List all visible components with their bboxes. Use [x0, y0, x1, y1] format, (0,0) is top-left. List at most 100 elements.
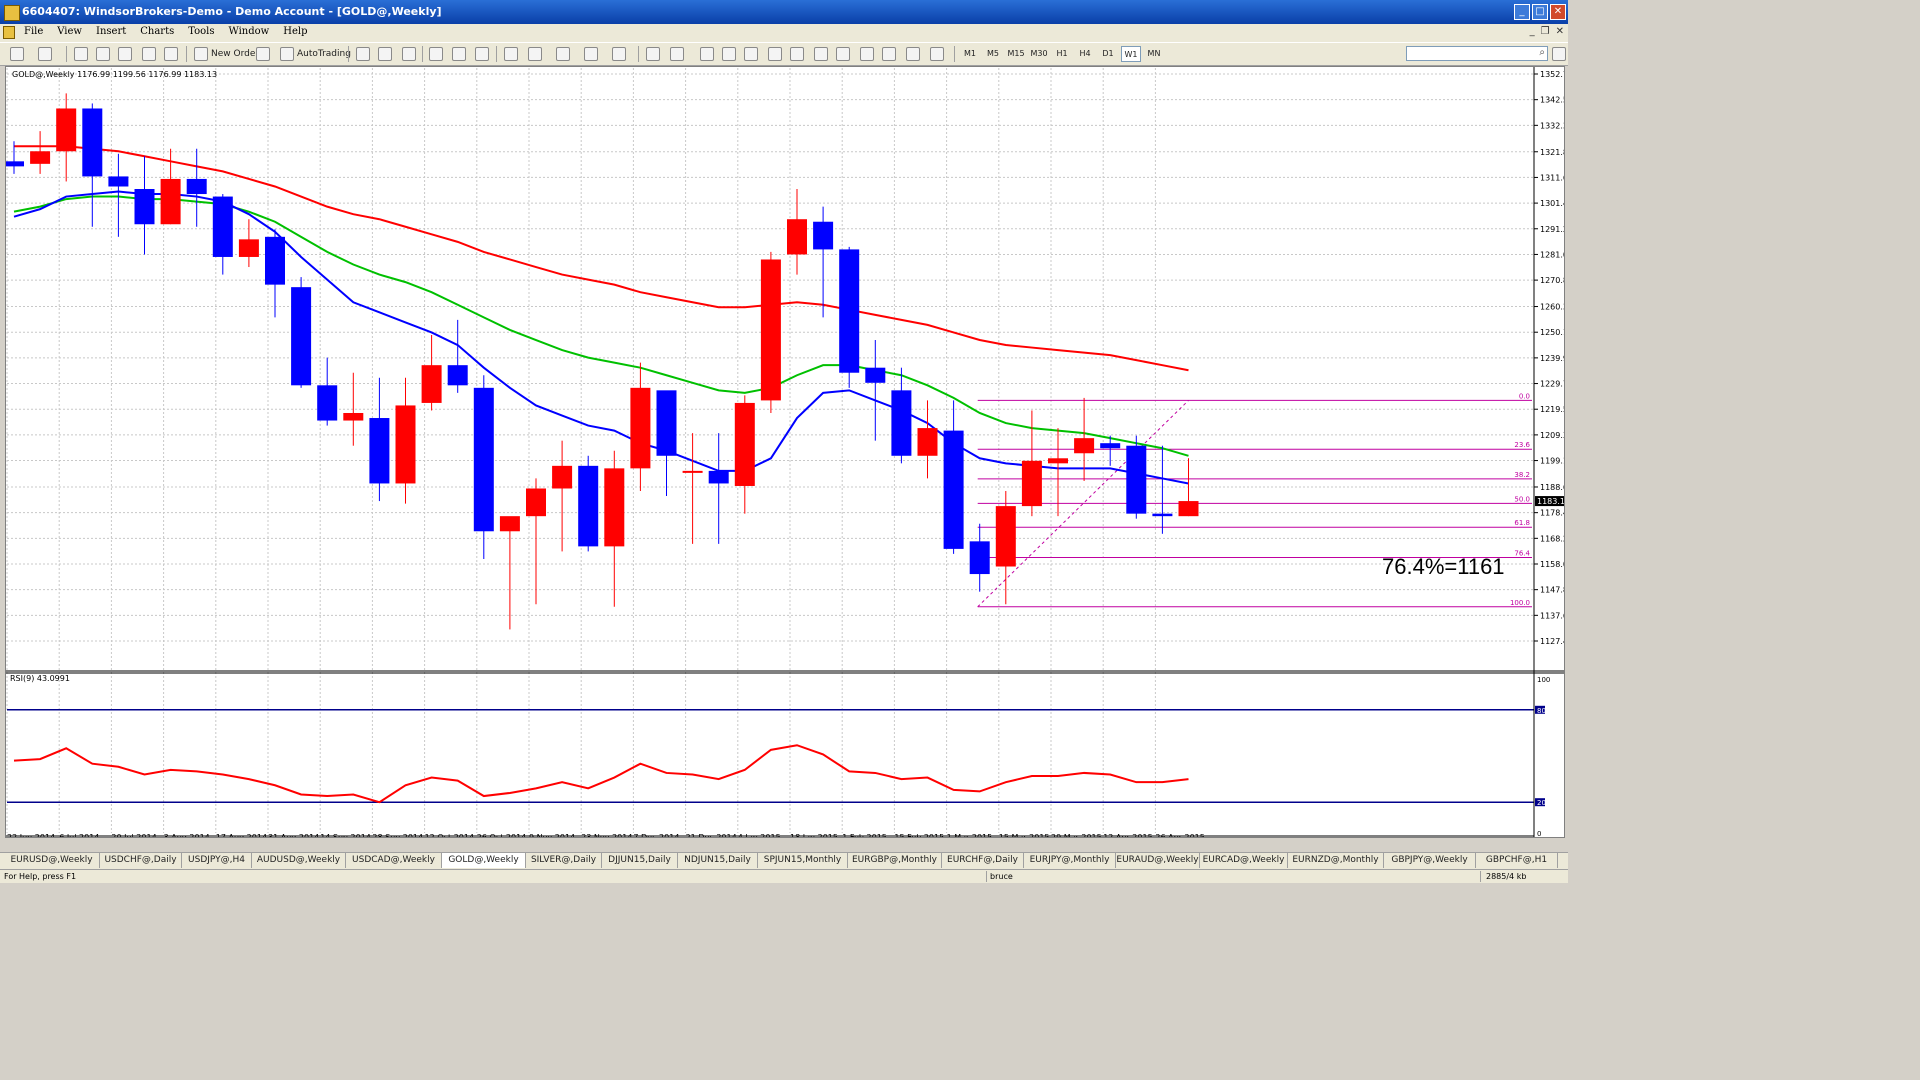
- menu-tools[interactable]: Tools: [188, 26, 215, 37]
- search-input[interactable]: ⌕: [1406, 46, 1548, 61]
- chart-window-icon[interactable]: [3, 26, 15, 39]
- child-minimize-button[interactable]: _: [1529, 26, 1535, 37]
- symbol-tab[interactable]: USDCAD@,Weekly: [346, 853, 442, 868]
- candle-body: [839, 249, 860, 373]
- text-label-icon[interactable]: [836, 47, 850, 61]
- symbol-tab[interactable]: EURCHF@,Daily: [942, 853, 1024, 868]
- candle-body: [813, 221, 834, 250]
- close-button[interactable]: ✕: [1550, 4, 1566, 20]
- menu-help[interactable]: Help: [283, 26, 308, 37]
- tile-windows-icon[interactable]: [475, 47, 489, 61]
- candle-body: [656, 390, 677, 456]
- y-axis-label: 1281.00: [1540, 250, 1564, 259]
- timeframe-m30[interactable]: M30: [1030, 49, 1048, 58]
- autoscroll-icon[interactable]: [528, 47, 542, 61]
- y-axis-label: 1199.10: [1540, 457, 1564, 466]
- timeframe-d1[interactable]: D1: [1102, 49, 1114, 58]
- symbol-tab[interactable]: AUDUSD@,Weekly: [252, 853, 346, 868]
- x-axis-label: 23 Nov 2014: [581, 833, 632, 837]
- chart-window[interactable]: 0.0 23.6 38.2 50.0 61.8 76.4 100.0 100 80 20 0 13…: [5, 66, 1565, 838]
- timeframe-m1[interactable]: M1: [964, 49, 976, 58]
- symbol-tab[interactable]: EURNZD@,Monthly: [1288, 853, 1384, 868]
- symbol-tab[interactable]: GOLD@,Weekly: [442, 853, 526, 868]
- indicators-icon[interactable]: [556, 47, 570, 61]
- candlestick-icon[interactable]: [378, 47, 392, 61]
- menu-window[interactable]: Window: [228, 26, 270, 37]
- timeframe-h1[interactable]: H1: [1056, 49, 1068, 58]
- bar-chart-icon[interactable]: [356, 47, 370, 61]
- crosshair-icon[interactable]: [670, 47, 684, 61]
- zoom-in-icon[interactable]: [429, 47, 443, 61]
- candle-body: [108, 176, 129, 187]
- symbol-tab[interactable]: SPJUN15,Monthly: [758, 853, 848, 868]
- navigator-icon[interactable]: [118, 47, 132, 61]
- equidistant-channel-icon[interactable]: [768, 47, 782, 61]
- symbol-tab[interactable]: EURUSD@,Weekly: [4, 853, 100, 868]
- menu-file[interactable]: File: [24, 26, 44, 37]
- community-icon[interactable]: [1552, 47, 1566, 61]
- symbol-tab[interactable]: USDCHF@,Daily: [100, 853, 182, 868]
- x-axis-label: 22 Jun 2014: [7, 833, 55, 837]
- symbol-tab[interactable]: GBPJPY@,Weekly: [1384, 853, 1476, 868]
- new-order-icon[interactable]: [194, 47, 208, 61]
- new-order-button[interactable]: New Order: [211, 49, 260, 59]
- y-axis-label: 1250.10: [1540, 328, 1564, 337]
- symbol-tab[interactable]: EURCAD@,Weekly: [1200, 853, 1288, 868]
- candle-body: [526, 488, 546, 517]
- periods-icon[interactable]: [584, 47, 598, 61]
- price-chart[interactable]: 0.0 23.6 38.2 50.0 61.8 76.4 100.0 100 80 20 0 13…: [6, 67, 1564, 837]
- timeframe-mn[interactable]: MN: [1147, 49, 1161, 58]
- trendline-icon[interactable]: [744, 47, 758, 61]
- zoom-out-icon[interactable]: [452, 47, 466, 61]
- timeframe-w1[interactable]: W1: [1121, 46, 1141, 62]
- timeframe-h4[interactable]: H4: [1079, 49, 1091, 58]
- y-axis-label: 1332.30: [1540, 121, 1564, 130]
- child-restore-button[interactable]: ❐: [1540, 26, 1550, 37]
- child-close-button[interactable]: ✕: [1555, 26, 1564, 37]
- maximize-button[interactable]: □: [1532, 4, 1548, 20]
- autotrading-icon[interactable]: [280, 47, 294, 61]
- vertical-line-icon[interactable]: [700, 47, 714, 61]
- fib-annotation: 76.4%=1161: [1382, 554, 1505, 579]
- horizontal-line-icon[interactable]: [722, 47, 736, 61]
- arrows-icon[interactable]: [930, 47, 944, 61]
- menu-view[interactable]: View: [57, 26, 82, 37]
- autotrading-button[interactable]: AutoTrading: [297, 49, 351, 59]
- menu-insert[interactable]: Insert: [96, 26, 127, 37]
- text-icon[interactable]: [814, 47, 828, 61]
- chart-shift-icon[interactable]: [504, 47, 518, 61]
- y-axis-label: 1178.40: [1540, 509, 1564, 518]
- market-watch-icon[interactable]: [74, 47, 88, 61]
- symbol-tab[interactable]: USDJPY@,H4: [182, 853, 252, 868]
- symbol-tab[interactable]: NDJUN15,Daily: [678, 853, 758, 868]
- search-icon[interactable]: ⌕: [1539, 47, 1545, 58]
- new-chart-icon[interactable]: [10, 47, 24, 61]
- profiles-icon[interactable]: [38, 47, 52, 61]
- symbol-tab[interactable]: EURGBP@,Monthly: [848, 853, 942, 868]
- symbol-tab[interactable]: SILVER@,Daily: [526, 853, 602, 868]
- status-help: For Help, press F1: [4, 872, 77, 881]
- gann-icon[interactable]: [860, 47, 874, 61]
- terminal-icon[interactable]: [142, 47, 156, 61]
- x-axis-label: 20 Jul 2014: [111, 833, 156, 837]
- fib-retracement-icon[interactable]: [906, 47, 920, 61]
- fib-level-label: 23.6: [1514, 441, 1530, 449]
- cursor-icon[interactable]: [646, 47, 660, 61]
- rsi-axis-label: 0: [1537, 830, 1541, 837]
- menu-charts[interactable]: Charts: [140, 26, 175, 37]
- fib-fan-icon[interactable]: [882, 47, 896, 61]
- timeframe-m5[interactable]: M5: [987, 49, 999, 58]
- symbol-tab[interactable]: EURJPY@,Monthly: [1024, 853, 1116, 868]
- symbol-tab[interactable]: GBPCHF@,H1: [1476, 853, 1558, 868]
- tester-icon[interactable]: [164, 47, 178, 61]
- fibonacci-icon[interactable]: [790, 47, 804, 61]
- data-window-icon[interactable]: [96, 47, 110, 61]
- minimize-button[interactable]: _: [1514, 4, 1530, 20]
- rsi-header: RSI(9) 43.0991: [10, 674, 70, 683]
- templates-icon[interactable]: [612, 47, 626, 61]
- symbol-tab[interactable]: DJJUN15,Daily: [602, 853, 678, 868]
- timeframe-m15[interactable]: M15: [1007, 49, 1025, 58]
- symbol-tab[interactable]: EURAUD@,Weekly: [1116, 853, 1200, 868]
- metaeditor-icon[interactable]: [256, 47, 270, 61]
- line-chart-icon[interactable]: [402, 47, 416, 61]
